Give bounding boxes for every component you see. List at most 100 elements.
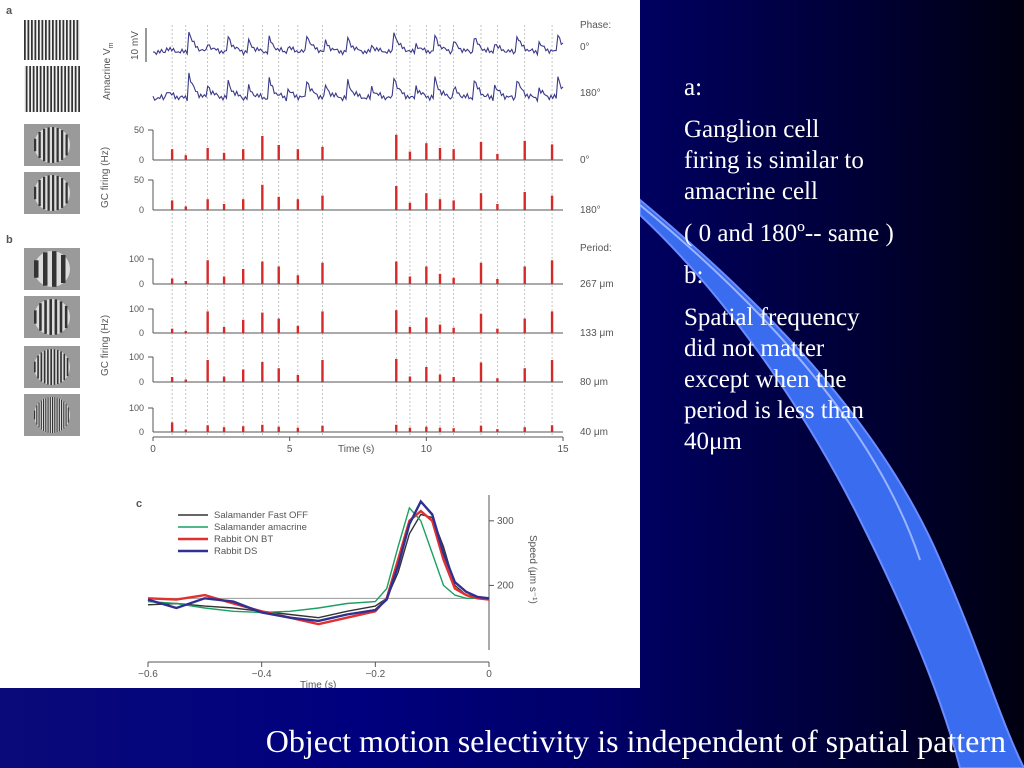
gc-bar [206,199,209,210]
aperture-stripe [40,400,42,430]
grating-bar [66,20,68,60]
aperture-stripe [34,186,37,200]
panel-a-label: a [6,5,13,17]
gc-bar [321,262,324,284]
grating-180deg-icon [24,66,80,112]
figure-svg: a b c Amacrine Vm 10 mV GC firing (Hz) G… [6,5,614,688]
stimulus-icons [24,20,80,436]
gc-row-label: 0° [580,155,590,166]
note-a-body: Ganglion cell firing is similar to amacr… [684,116,864,205]
panel-c-xtick-label: 0 [486,669,492,680]
time-tick-label: 5 [287,444,293,455]
gc-bar [425,266,428,284]
panel-c-label: c [136,498,142,510]
aperture-stripe [45,398,47,432]
phase-header: Phase: [580,20,611,31]
grating-bar [76,20,79,60]
gc-bar [452,327,455,333]
aperture-stripe [65,403,67,427]
note-b-heading: b: [684,262,704,289]
gc-bar [479,193,483,210]
grating-bar [64,66,66,112]
time-tick-label: 0 [150,444,156,455]
gc-bar [242,149,245,160]
aperture-stripe [47,397,49,433]
gc-bar [296,199,300,210]
aperture-stripe [43,399,45,431]
gc-bar [496,279,499,284]
gc-bar [206,360,209,382]
gc-bar [321,360,324,382]
gc-bar [550,425,554,432]
gc-bar [523,318,526,333]
aperture-stripe [49,299,52,335]
gc-bar [321,195,324,210]
panel-c-ytick-label: 300 [497,516,514,527]
aperture-stripe [40,352,43,382]
gc-bar [184,155,187,160]
gc-bar [170,422,174,432]
note-b-body: Spatial frequency did not matter except … [684,304,864,455]
gc-ytick: 100 [129,254,144,264]
aperture-stripe [43,350,46,384]
gc-bar [496,154,499,160]
grating-bar [41,20,44,60]
gc-bar [261,362,264,382]
grating-bar [45,20,47,60]
time-tick-label: 10 [421,444,433,455]
aperture-stripe [63,401,65,429]
gc-bar [496,204,499,210]
panel-c-legend-label: Salamander Fast OFF [214,510,308,521]
grating-bar [48,20,51,60]
gc-ytick: 0 [139,205,144,215]
gc-bar [438,427,442,432]
aperture-stripe [63,353,66,381]
panel-c-line-3 [147,499,490,623]
aperture-stripe [50,349,52,385]
gc-bar [261,261,264,284]
gc-bar [222,276,226,284]
slide-title: Object motion selectivity is independent… [265,723,1006,759]
gc-ytick: 0 [139,155,144,165]
grating-bar [39,66,42,112]
amacrine-trace-1 [152,72,564,103]
gc-bar [523,266,526,284]
gc-bar [395,134,398,160]
gc-bar [206,311,209,333]
gc-ytick: 100 [129,403,144,413]
grating-bar [50,66,52,112]
wave-shape [639,197,1024,768]
note-a-heading: a: [684,74,703,101]
grating-bar [29,66,31,112]
gc-bar [425,367,428,382]
grating-bar [53,66,56,112]
gc-bar [523,427,526,432]
gc-ytick: 0 [139,427,144,437]
gc-bar [277,196,280,210]
panel-c-ylabel: Speed (μm s⁻¹) [527,535,538,604]
gc-bar [438,274,442,284]
gc-bar [479,313,483,333]
aperture-stripe [59,301,63,333]
aperture-stripe [52,175,55,211]
amacrine-ylabel: Amacrine Vm [102,42,115,100]
grating-bar [25,66,28,112]
panel-c-xtick-label: −0.4 [252,669,272,680]
aperture-stripe [49,397,51,433]
notes-text: a: Ganglion cell firing is similar to am… [684,72,984,468]
aperture-stripe [39,303,42,331]
aperture-grating-80-icon [24,346,80,388]
gc-bar [425,193,428,210]
panel-c-xlabel: Time (s) [300,680,336,688]
gc-bar [170,278,174,284]
gc-bar [296,275,300,284]
aperture-stripe [34,138,37,152]
grating-bar [78,66,80,112]
grating-bar [67,66,70,112]
gc-bar [170,200,174,210]
gc-bar [222,204,226,210]
grating-bar [43,66,45,112]
note-a-phase: ( 0 and 180º-- same ) [684,220,894,247]
gc-bar [261,424,264,432]
